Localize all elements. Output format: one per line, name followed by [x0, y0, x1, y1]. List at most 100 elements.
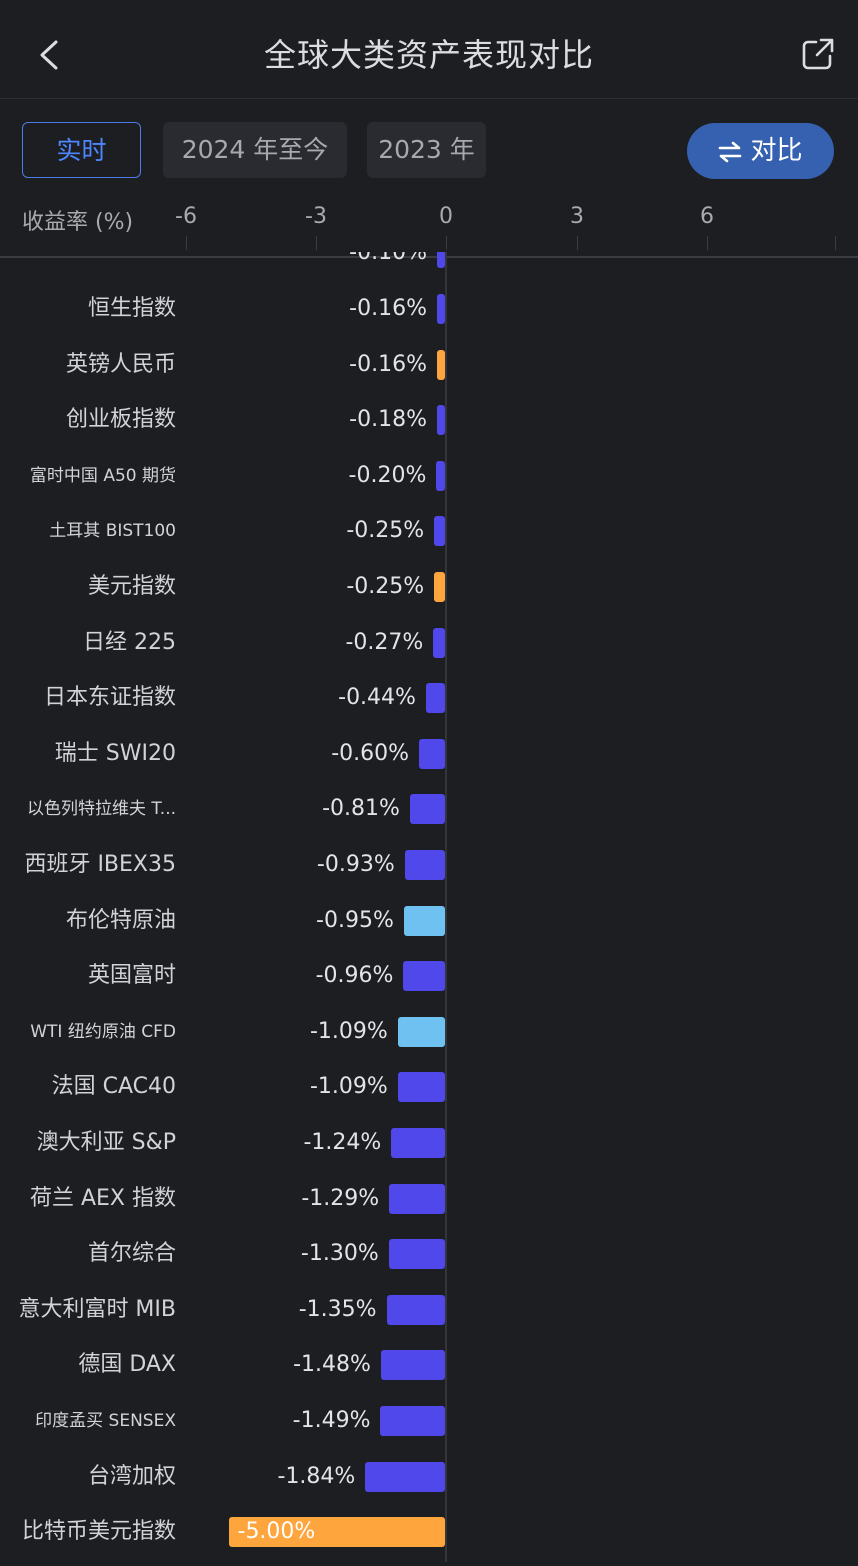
category-label: 恒生指数 [87, 296, 176, 321]
category-label: 荷兰 AEX 指数 [29, 1185, 176, 1211]
tick-label: -3 [305, 204, 327, 229]
bar [409, 794, 445, 825]
value-label: -1.29% [301, 1185, 380, 1211]
bar [437, 405, 445, 436]
tab-ytd-2024[interactable]: 2024 年至今 [163, 122, 347, 178]
compare-button[interactable]: 对比 [687, 123, 834, 179]
axis-title: 收益率 (%) [22, 210, 134, 235]
share-button[interactable] [800, 36, 836, 72]
bar [228, 1517, 445, 1548]
chart-row[interactable]: 印度孟买 SENSEX -1.49% [0, 1393, 858, 1449]
bar [380, 1406, 445, 1436]
value-label: -0.16% [349, 351, 427, 377]
chart-row[interactable]: 法国 CAC40 -1.09% [0, 1059, 858, 1115]
chart-row[interactable]: 英镑人民币 -0.16% [0, 337, 858, 393]
chart-row[interactable]: 荷兰 AEX 指数 -1.29% [0, 1171, 858, 1227]
chart-row[interactable]: 创业板指数 -0.18% [0, 392, 858, 448]
category-label: 英镑人民币 [65, 351, 176, 377]
value-label: -0.20% [348, 462, 427, 488]
bar [397, 1016, 445, 1047]
bar-chart[interactable]: -0.10% 恒生指数 -0.16% 英镑人民币 -0.16% 创业板指数 -0.18% 富时… [0, 252, 858, 1562]
bar [437, 349, 445, 380]
bar [386, 1294, 445, 1325]
page-title: 全球大类资产表现对比 [263, 36, 594, 74]
chart-row[interactable]: 以色列特拉维夫 T... -0.81% [0, 781, 858, 837]
value-label: -1.09% [309, 1074, 388, 1100]
category-label: 意大利富时 MIB [18, 1296, 176, 1322]
chart-row[interactable]: 恒生指数 -0.16% [0, 281, 858, 337]
category-label: 日经 225 [83, 629, 176, 655]
chart-row[interactable]: 西班牙 IBEX35 -0.93% [0, 837, 858, 893]
chart-row[interactable]: 瑞士 SWI20 -0.60% [0, 726, 858, 782]
category-label: 富时中国 A50 期货 [29, 465, 176, 486]
value-label: -1.09% [309, 1018, 388, 1044]
swap-arrows-icon [719, 141, 742, 163]
tick-mark [446, 236, 447, 250]
chart-row[interactable]: 比特币美元指数 -5.00% [0, 1504, 858, 1560]
tick-label: 6 [700, 204, 714, 229]
value-label: -0.44% [338, 685, 416, 711]
value-label: -0.25% [346, 574, 425, 599]
category-label: 澳大利亚 S&P [36, 1130, 176, 1155]
value-label: -0.25% [346, 518, 425, 544]
chart-row[interactable]: 美元指数 -0.25% [0, 559, 858, 615]
value-label: -0.18% [349, 407, 427, 433]
bar [437, 252, 445, 269]
tab-year-2023[interactable]: 2023 年 [367, 122, 486, 178]
tick-label: 0 [439, 204, 453, 229]
compare-button-label: 对比 [750, 136, 803, 166]
bar [433, 627, 445, 658]
chevron-left-icon [40, 40, 58, 70]
chart-row[interactable]: 土耳其 BIST100 -0.25% [0, 503, 858, 559]
tick-mark [186, 236, 187, 250]
header-bar: 全球大类资产表现对比 [0, 0, 858, 99]
zero-line [445, 252, 447, 1562]
tab-realtime[interactable]: 实时 [22, 122, 141, 178]
bar [389, 1183, 445, 1214]
value-label: -0.10% [349, 252, 427, 266]
back-button[interactable] [30, 30, 70, 80]
category-label: 日本东证指数 [43, 685, 176, 711]
tick-label: 3 [570, 204, 584, 229]
external-link-icon [802, 38, 834, 70]
value-label: -0.27% [345, 629, 424, 655]
category-label: 德国 DAX [78, 1352, 176, 1378]
category-label: 以色列特拉维夫 T... [27, 799, 176, 820]
category-label: 比特币美元指数 [21, 1519, 176, 1545]
chart-row[interactable]: 意大利富时 MIB -1.35% [0, 1282, 858, 1338]
category-label: 英国富时 [87, 963, 176, 989]
chart-row[interactable]: WTI 纽约原油 CFD -1.09% [0, 1004, 858, 1060]
chart-row[interactable]: 日经 225 -0.27% [0, 615, 858, 671]
bar [434, 516, 445, 547]
value-label: -0.16% [349, 296, 427, 321]
category-label: 法国 CAC40 [51, 1074, 176, 1100]
bar [388, 1239, 445, 1270]
chart-row[interactable]: 澳大利亚 S&P -1.24% [0, 1115, 858, 1171]
chart-row[interactable]: 英国富时 -0.96% [0, 948, 858, 1004]
bar [391, 1128, 445, 1158]
category-label: 创业板指数 [65, 407, 176, 433]
category-label: 西班牙 IBEX35 [24, 852, 176, 877]
chart-row[interactable]: 台湾加权 -1.84% [0, 1449, 858, 1505]
category-label: WTI 纽约原油 CFD [30, 1021, 176, 1042]
bar [436, 460, 445, 491]
value-label: -0.95% [316, 907, 394, 933]
bar [434, 572, 445, 602]
category-label: 首尔综合 [87, 1241, 176, 1267]
bar [380, 1350, 445, 1381]
chart-row[interactable]: 富时中国 A50 期货 -0.20% [0, 448, 858, 504]
chart-row[interactable]: -0.10% [0, 252, 858, 281]
chart-row[interactable]: 德国 DAX -1.48% [0, 1337, 858, 1393]
value-label: -5.00% [237, 1519, 316, 1545]
chart-row[interactable]: 日本东证指数 -0.44% [0, 670, 858, 726]
tick-mark [577, 236, 578, 250]
bar [397, 1072, 445, 1103]
value-label: -1.30% [300, 1241, 379, 1267]
bar [437, 294, 445, 324]
chart-row[interactable]: 首尔综合 -1.30% [0, 1226, 858, 1282]
value-label: -0.60% [331, 740, 410, 766]
category-label: 印度孟买 SENSEX [35, 1411, 176, 1431]
tick-mark [835, 236, 836, 250]
chart-row[interactable]: 布伦特原油 -0.95% [0, 893, 858, 949]
value-label: -1.48% [293, 1352, 371, 1378]
